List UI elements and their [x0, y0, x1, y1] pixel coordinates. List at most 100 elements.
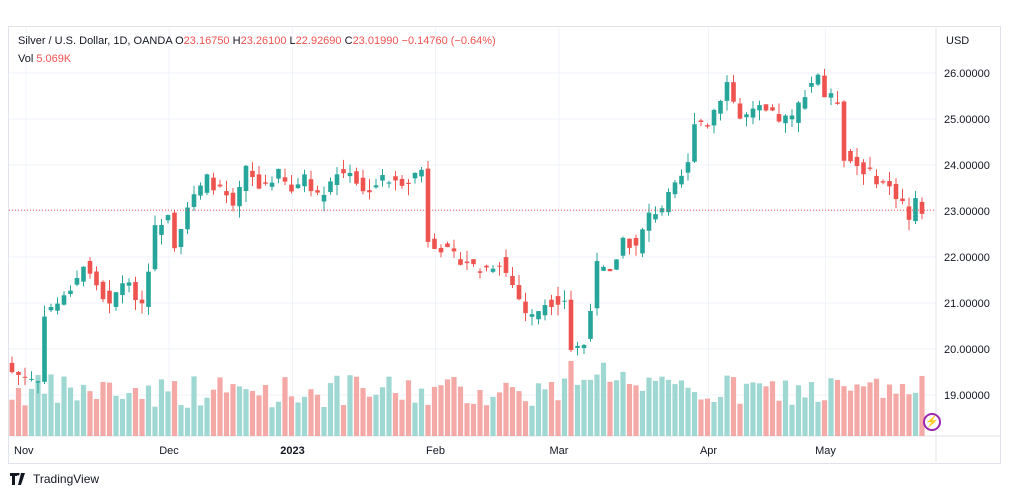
- volume-bar: [15, 387, 22, 436]
- volume-bar: [132, 388, 139, 436]
- time-tick-label: Dec: [159, 445, 179, 457]
- volume-bar: [360, 388, 366, 436]
- candle-body: [412, 172, 418, 179]
- volume-bar: [438, 385, 444, 436]
- volume-bar: [490, 396, 496, 436]
- candle-body: [705, 125, 710, 127]
- candle-body: [776, 114, 782, 122]
- volume-bar: [379, 387, 386, 436]
- low-label: L: [289, 35, 296, 47]
- price-tick-label: 25.00000: [944, 114, 990, 126]
- candle-body: [68, 290, 73, 294]
- volume-bar: [522, 401, 529, 436]
- volume-bar: [275, 401, 282, 436]
- candle-body: [614, 259, 619, 270]
- candle-body: [802, 97, 808, 109]
- candle-body: [698, 120, 704, 122]
- candle-body: [575, 345, 580, 348]
- volume-bar: [906, 394, 912, 436]
- candle-body: [646, 212, 652, 231]
- volume-bar: [444, 379, 451, 436]
- candle-body: [750, 108, 756, 118]
- volume-bar: [74, 400, 80, 436]
- volume-bar: [9, 399, 15, 436]
- volume-bar: [613, 380, 620, 436]
- candle-body: [503, 257, 509, 273]
- candle-body: [581, 345, 587, 349]
- volume-bar: [691, 392, 698, 436]
- candle-body: [230, 192, 236, 206]
- volume-bar: [652, 380, 659, 436]
- candle-body: [256, 174, 262, 189]
- candle-body: [399, 178, 405, 186]
- candle-body: [48, 307, 54, 311]
- candle-body: [744, 114, 749, 118]
- volume-bar: [685, 387, 691, 436]
- volume-bar: [568, 360, 574, 436]
- candle-body: [874, 175, 879, 185]
- symbol-title[interactable]: Silver / U.S. Dollar, 1D, OANDA: [18, 35, 173, 47]
- volume-bar: [197, 405, 204, 436]
- volume-bar: [230, 384, 236, 436]
- volume-bar: [886, 384, 893, 436]
- volume-bar: [67, 387, 74, 436]
- candle-body: [471, 259, 476, 265]
- candle-body: [809, 83, 814, 87]
- candle-body: [61, 295, 67, 305]
- candle-body: [549, 299, 554, 308]
- candle-body: [113, 292, 119, 307]
- candle-body: [198, 185, 203, 196]
- time-tick-label: Nov: [14, 445, 34, 457]
- candle-body: [724, 82, 730, 101]
- lightning-icon[interactable]: ⚡: [923, 413, 941, 431]
- volume-bar: [633, 385, 639, 436]
- candle-body: [74, 278, 80, 285]
- volume-bar: [483, 405, 490, 436]
- candle-body: [828, 93, 834, 98]
- volume-bar: [295, 402, 301, 436]
- close-label: C: [344, 35, 353, 47]
- candle-body: [510, 275, 515, 286]
- candle-body: [146, 271, 151, 307]
- candle-body: [588, 311, 593, 339]
- price-tick-label: 20.00000: [944, 344, 990, 356]
- candle-body: [731, 82, 736, 102]
- volume-bar: [412, 402, 418, 436]
- candle-body: [451, 248, 457, 252]
- candle-body: [100, 281, 106, 300]
- candle-body: [165, 215, 171, 221]
- volume-bar: [646, 377, 652, 436]
- candle-body: [529, 314, 535, 317]
- candle-body: [718, 100, 723, 114]
- candle-body: [861, 162, 866, 175]
- candle-body: [360, 177, 366, 192]
- change-value: −0.14760 (−0.64%): [401, 35, 496, 47]
- candle-body: [224, 191, 229, 196]
- volume-bar: [587, 379, 594, 436]
- candle-body: [328, 181, 333, 193]
- volume-bar: [334, 375, 340, 436]
- volume-bar: [802, 397, 808, 436]
- candle-body: [16, 371, 21, 375]
- candle-body: [386, 182, 392, 184]
- volume-bar: [373, 394, 379, 436]
- tradingview-brand[interactable]: TradingView: [10, 472, 99, 486]
- candle-body: [900, 198, 905, 202]
- candle-body: [185, 207, 190, 230]
- volume-bar: [451, 376, 457, 436]
- volume-bar: [392, 392, 399, 436]
- candle-body: [432, 238, 437, 249]
- candle-body: [55, 303, 60, 311]
- volume-bar: [165, 391, 171, 436]
- currency-label[interactable]: USD: [946, 35, 970, 47]
- candle-body: [347, 172, 353, 177]
- candle-body: [919, 201, 925, 214]
- candle-body: [263, 182, 268, 184]
- candle-body: [191, 194, 197, 207]
- price-tick-label: 22.00000: [944, 252, 990, 264]
- candle-body: [464, 261, 470, 264]
- tradingview-logo-icon: [10, 472, 28, 485]
- candle-body: [854, 156, 860, 166]
- volume-bar: [35, 375, 41, 436]
